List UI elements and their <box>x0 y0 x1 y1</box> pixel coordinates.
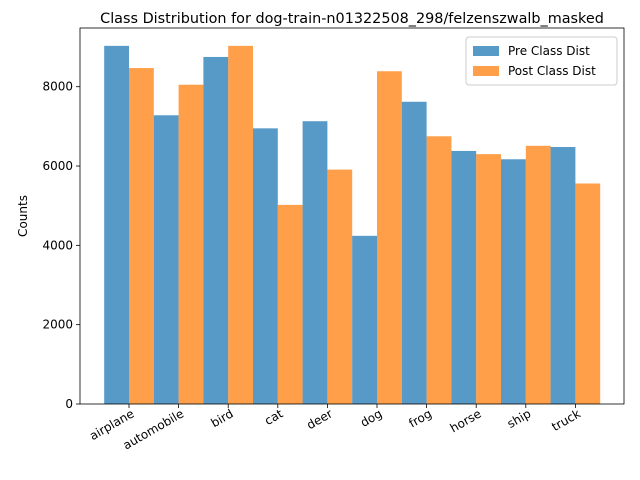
bar-pre-frog <box>401 101 427 405</box>
bar-post-truck <box>575 183 601 404</box>
legend-box <box>465 36 618 86</box>
y-axis-label: Counts <box>16 195 30 237</box>
bar-pre-automobile <box>153 115 179 404</box>
y-tick-label-4000: 4000 <box>42 238 73 252</box>
chart-title: Class Distribution for dog-train-n013225… <box>100 11 604 27</box>
bars-group <box>104 45 601 405</box>
y-tick-label-6000: 6000 <box>42 159 73 173</box>
bar-post-frog <box>426 136 452 404</box>
bar-post-deer <box>327 169 353 404</box>
bar-post-horse <box>476 154 501 404</box>
legend-swatch-post <box>473 66 499 76</box>
legend-label-pre: Pre Class Dist <box>508 44 590 58</box>
axes-frame <box>79 27 625 405</box>
bar-pre-bird <box>203 56 229 404</box>
legend-label-post: Post Class Dist <box>508 64 596 78</box>
bar-pre-deer <box>302 121 328 405</box>
bar-pre-dog <box>352 235 377 404</box>
bar-post-dog <box>377 71 402 404</box>
y-tick-label-2000: 2000 <box>42 318 73 332</box>
bar-post-automobile <box>178 84 204 404</box>
bar-post-bird <box>228 45 253 404</box>
bar-post-cat <box>277 204 303 404</box>
y-tick-label-8000: 8000 <box>42 80 73 94</box>
bar-pre-horse <box>451 150 477 404</box>
y-ticks-group: 0 2000 4000 6000 8000 <box>42 80 80 411</box>
bar-post-airplane <box>129 68 154 404</box>
bar-post-ship <box>525 145 551 405</box>
bar-pre-cat <box>253 128 278 404</box>
y-tick-label-0: 0 <box>65 397 73 411</box>
bar-pre-ship <box>501 159 526 404</box>
bar-pre-truck <box>550 146 576 405</box>
bar-pre-airplane <box>104 45 129 404</box>
legend-swatch-pre <box>473 46 499 56</box>
legend: Pre Class Dist Post Class Dist <box>465 36 618 86</box>
